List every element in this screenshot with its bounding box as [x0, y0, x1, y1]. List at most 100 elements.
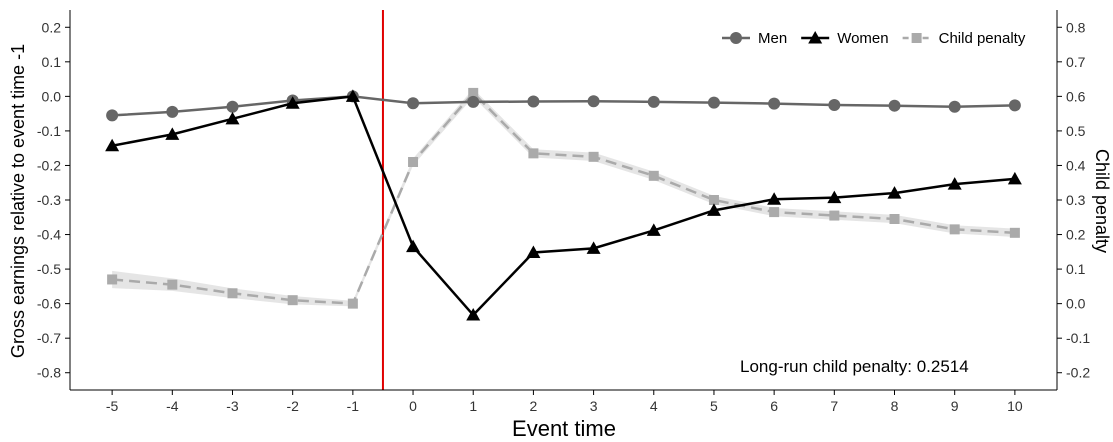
x-tick-label: 0 — [409, 398, 417, 414]
series-layer — [105, 87, 1022, 321]
child-penalty-point — [408, 157, 419, 167]
x-tick-label: -3 — [226, 398, 239, 414]
x-tick-label: 5 — [710, 398, 718, 414]
child-penalty-point — [648, 170, 659, 181]
right-y-tick-label: 0.3 — [1066, 192, 1086, 208]
right-y-tick-label: 0.6 — [1066, 88, 1086, 104]
child-penalty-point — [107, 274, 118, 285]
right-y-tick-label: -0.2 — [1066, 365, 1090, 381]
legend-label: Women — [837, 30, 888, 47]
men-point — [166, 105, 179, 118]
men-point — [407, 97, 420, 110]
men-point — [828, 99, 841, 111]
women-point — [586, 241, 601, 254]
right-y-tick-label: 0.1 — [1066, 261, 1086, 277]
right-y-axis-title: Child penalty — [1092, 149, 1112, 253]
child-penalty-point — [708, 195, 719, 205]
men-point — [888, 99, 901, 112]
x-tick-label: 10 — [1007, 398, 1023, 414]
right-y-tick-label: 0.4 — [1066, 157, 1086, 173]
men-point — [707, 96, 720, 109]
right-y-tick-label: 0.0 — [1066, 296, 1086, 312]
child-penalty-confidence-band — [112, 88, 1015, 307]
x-tick-label: 1 — [469, 398, 477, 414]
legend-label: Child penalty — [939, 30, 1026, 47]
men-point — [527, 95, 540, 108]
women-point — [165, 127, 180, 140]
women-point — [105, 138, 120, 152]
confidence-band-layer — [112, 88, 1015, 307]
x-tick-label: -2 — [286, 398, 299, 414]
left-y-tick-label: -0.4 — [37, 227, 61, 243]
legend-item-women: Women — [801, 30, 889, 47]
x-tick-label: -4 — [166, 398, 179, 414]
child-penalty-point — [468, 87, 479, 98]
left-y-tick-label: -0.3 — [37, 192, 61, 208]
legend-item-child-penalty: Child penalty — [902, 30, 1026, 47]
x-ticks: -5 -4 -3 -2 -1 0 1 2 3 4 5 6 7 8 9 10 — [106, 390, 1023, 414]
x-tick-label: 2 — [530, 398, 538, 414]
women-point — [526, 245, 541, 259]
left-y-tick-label: -0.1 — [37, 123, 61, 139]
women-point — [406, 239, 421, 253]
women-line — [111, 95, 1015, 317]
left-y-ticks: -0.8 -0.7 -0.6 -0.5 -0.4 -0.3 -0.2 -0.1 0.0 0.1 0.… — [37, 19, 70, 381]
right-y-tick-label: 0.5 — [1066, 123, 1086, 139]
child-penalty-point — [1009, 227, 1020, 238]
x-tick-label: 4 — [650, 398, 658, 414]
women-point — [767, 192, 782, 205]
x-axis-title: Event time — [512, 416, 616, 441]
legend-item-men: Men — [722, 30, 787, 47]
men-point — [587, 95, 600, 108]
x-tick-label: -5 — [106, 398, 119, 414]
long-run-penalty-annotation: Long-run child penalty: 0.2514 — [740, 357, 969, 376]
right-y-ticks: -0.2 -0.1 0.0 0.1 0.2 0.3 0.4 0.5 0.6 0.7 0.8 — [1057, 19, 1090, 381]
men-point — [106, 109, 119, 122]
legend-swatch-marker — [808, 31, 823, 44]
women-point — [285, 96, 300, 109]
right-y-tick-label: -0.1 — [1066, 330, 1090, 346]
women-point — [345, 89, 360, 102]
women-point — [225, 111, 240, 125]
left-y-tick-label: -0.6 — [37, 296, 61, 312]
right-y-tick-label: 0.7 — [1066, 54, 1086, 70]
men-point — [1008, 99, 1021, 112]
men-line — [112, 95, 1015, 117]
child-penalty-point — [889, 214, 900, 224]
women-point — [887, 186, 902, 199]
child-penalty-point — [227, 288, 238, 299]
left-y-axis-title: Gross earnings relative to event time -1 — [8, 44, 28, 358]
child-penalty-point — [528, 148, 539, 159]
legend-label: Men — [758, 30, 787, 47]
men-point — [226, 100, 239, 113]
men-point — [768, 97, 781, 110]
right-y-tick-label: 0.2 — [1066, 227, 1086, 243]
women-point — [827, 190, 842, 204]
left-y-tick-label: 0.2 — [42, 19, 62, 35]
child-penalty-point — [769, 207, 780, 218]
child-penalty-point — [167, 279, 178, 290]
child-penalty-point — [287, 295, 298, 306]
child-penalty-series — [107, 87, 1020, 309]
child-penalty-point — [829, 210, 840, 221]
women-point — [706, 203, 721, 216]
x-tick-label: 9 — [951, 398, 959, 414]
legend-swatch-marker — [730, 32, 742, 44]
x-tick-label: 8 — [891, 398, 899, 414]
left-y-tick-label: 0.0 — [42, 88, 62, 104]
child-penalty-point — [347, 298, 358, 309]
women-point — [1007, 171, 1022, 185]
women-point — [466, 308, 481, 321]
left-y-tick-label: -0.5 — [37, 261, 61, 277]
men-point — [948, 100, 961, 113]
x-tick-label: 7 — [830, 398, 838, 414]
men-point — [647, 95, 660, 108]
women-point — [646, 223, 661, 236]
left-y-tick-label: -0.7 — [37, 330, 61, 346]
child-penalty-line — [112, 91, 1015, 305]
axes-layer: -0.8 -0.7 -0.6 -0.5 -0.4 -0.3 -0.2 -0.1 0.0 0.1 0.… — [37, 10, 1090, 414]
child-penalty-point — [949, 224, 960, 235]
men-point — [467, 95, 480, 108]
left-y-tick-label: -0.8 — [37, 365, 61, 381]
